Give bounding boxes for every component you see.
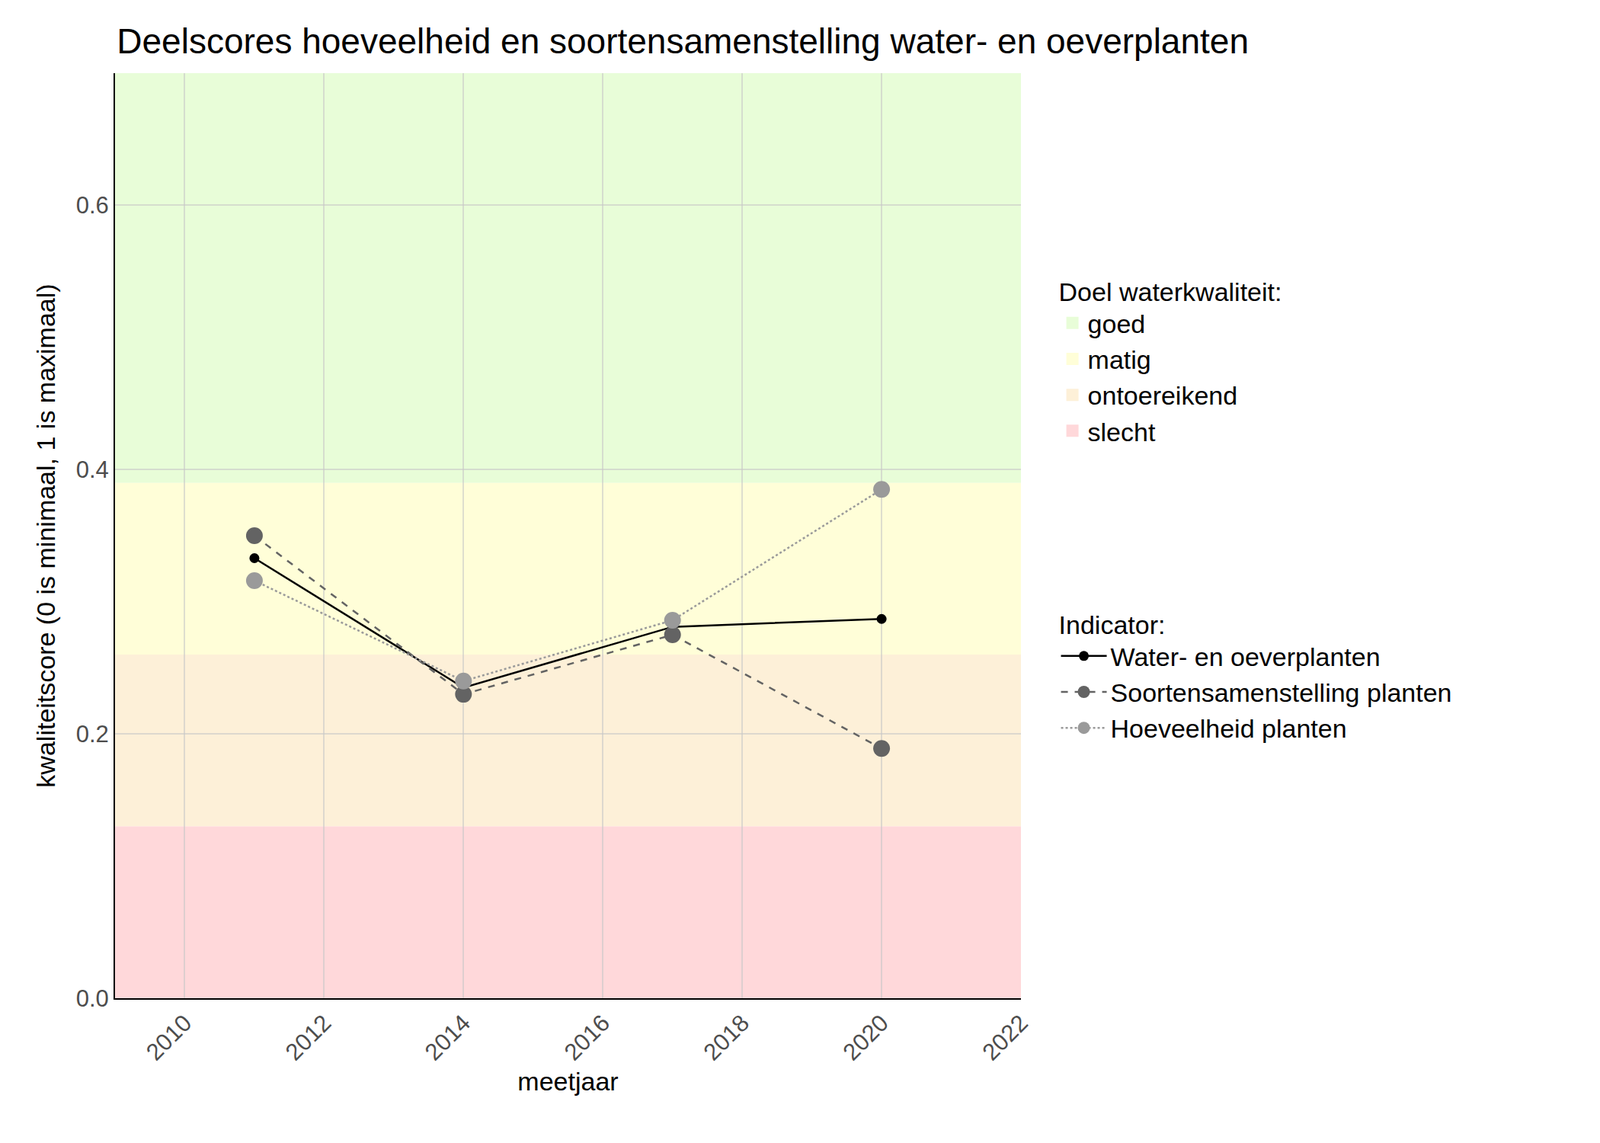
svg-text:ontoereikend: ontoereikend <box>1088 380 1239 410</box>
svg-text:2016: 2016 <box>559 1009 616 1066</box>
svg-text:goed: goed <box>1088 309 1146 339</box>
svg-text:0.0: 0.0 <box>76 985 109 1012</box>
svg-text:0.4: 0.4 <box>76 456 109 484</box>
svg-text:matig: matig <box>1088 345 1152 375</box>
svg-text:0.2: 0.2 <box>76 720 109 748</box>
svg-text:2022: 2022 <box>976 1009 1034 1066</box>
svg-text:Hoeveelheid planten: Hoeveelheid planten <box>1110 713 1348 743</box>
svg-text:Deelscores hoeveelheid en soor: Deelscores hoeveelheid en soortensamenst… <box>116 21 1249 61</box>
svg-text:2010: 2010 <box>140 1009 198 1066</box>
svg-text:2018: 2018 <box>698 1009 756 1066</box>
svg-text:kwaliteitscore (0 is minimaal,: kwaliteitscore (0 is minimaal, 1 is maxi… <box>31 283 61 788</box>
svg-text:2014: 2014 <box>419 1009 477 1066</box>
svg-text:slecht: slecht <box>1088 417 1156 447</box>
svg-text:2020: 2020 <box>837 1009 894 1066</box>
svg-text:Water- en oeverplanten: Water- en oeverplanten <box>1110 642 1381 672</box>
svg-text:Doel waterkwaliteit:: Doel waterkwaliteit: <box>1059 277 1283 307</box>
svg-text:Indicator:: Indicator: <box>1059 610 1166 640</box>
svg-text:Soortensamenstelling planten: Soortensamenstelling planten <box>1110 678 1453 708</box>
svg-text:0.6: 0.6 <box>76 192 109 219</box>
svg-text:meetjaar: meetjaar <box>517 1066 618 1096</box>
svg-text:2012: 2012 <box>280 1009 337 1066</box>
